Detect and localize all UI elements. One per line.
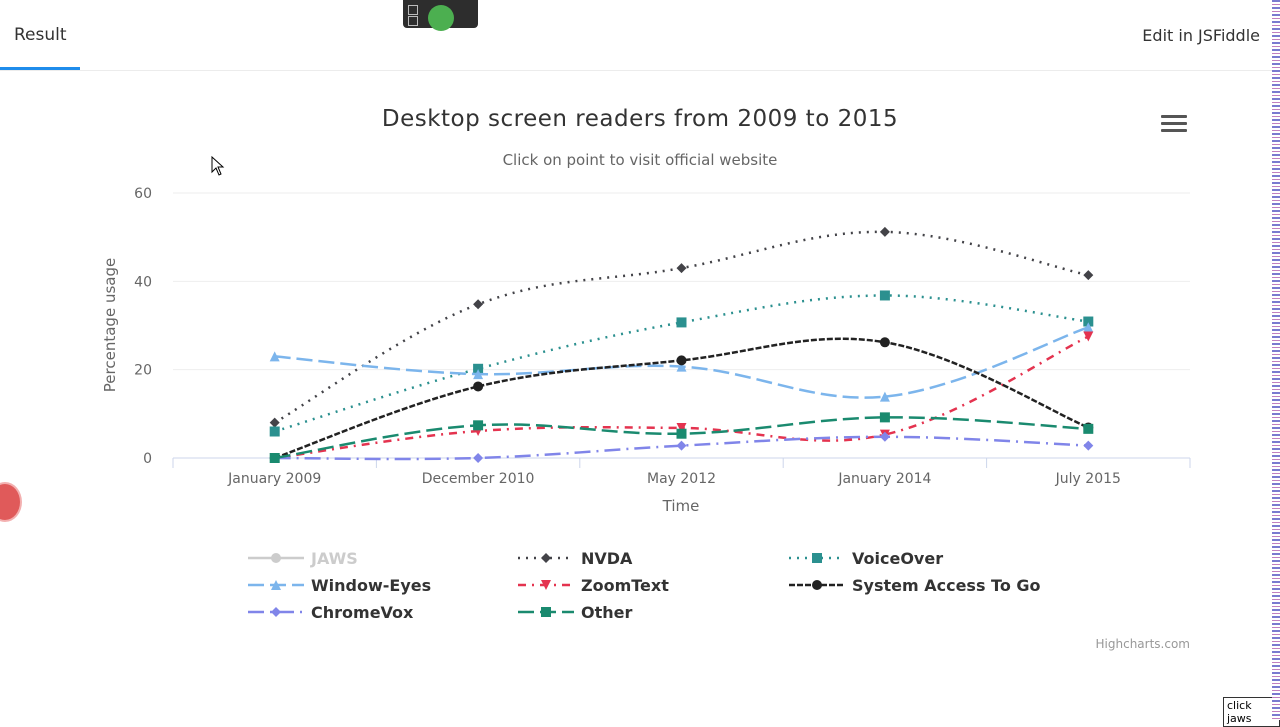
legend-label: ZoomText — [581, 576, 669, 595]
legend-marker-symbol — [541, 607, 551, 617]
x-tick-label: December 2010 — [422, 471, 535, 487]
legend-item-voiceover[interactable]: VoiceOver — [789, 549, 943, 568]
edit-in-jsfiddle-link[interactable]: Edit in JSFiddle — [1142, 26, 1260, 45]
data-point[interactable] — [1083, 270, 1094, 281]
legend-item-jaws[interactable]: JAWS — [248, 549, 358, 568]
legend-marker-symbol — [541, 553, 551, 563]
series-window-eyes — [269, 322, 1094, 402]
gridlines — [172, 192, 1191, 468]
data-point[interactable] — [1083, 423, 1094, 434]
x-tick-label: January 2009 — [227, 471, 321, 487]
recording-widget[interactable] — [403, 0, 478, 31]
data-point[interactable] — [473, 299, 484, 310]
legend-label: NVDA — [581, 549, 633, 568]
legend-label: System Access To Go — [852, 576, 1041, 595]
legend-item-zoomtext[interactable]: ZoomText — [518, 576, 669, 595]
chart-title: Desktop screen readers from 2009 to 2015 — [382, 106, 898, 132]
y-tick-label: 20 — [134, 363, 152, 379]
legend-label: VoiceOver — [852, 549, 943, 568]
legend-label: Window-Eyes — [311, 576, 431, 595]
x-tick-label: July 2015 — [1055, 471, 1121, 487]
legend-marker-symbol — [541, 580, 551, 590]
chart-subtitle[interactable]: Click on point to visit official website — [503, 151, 778, 169]
data-point[interactable] — [676, 317, 687, 328]
legend-marker-symbol — [271, 553, 281, 563]
data-point[interactable] — [676, 440, 687, 451]
legend-item-nvda[interactable]: NVDA — [518, 549, 633, 568]
data-point[interactable] — [269, 453, 280, 463]
y-tick-label: 60 — [134, 186, 152, 202]
data-point[interactable] — [879, 337, 890, 348]
data-point[interactable] — [676, 361, 687, 372]
x-tick-label: May 2012 — [647, 471, 716, 487]
tab-result[interactable]: Result — [0, 0, 80, 70]
credits-link[interactable]: Highcharts.com — [1096, 637, 1190, 651]
legend-marker-symbol — [812, 580, 822, 590]
data-point[interactable] — [1083, 440, 1094, 451]
series-chromevox — [269, 431, 1094, 463]
data-point[interactable] — [473, 420, 484, 431]
hamburger-menu-icon[interactable] — [1161, 115, 1187, 132]
side-decoration — [1272, 0, 1280, 720]
series-line — [274, 435, 1089, 461]
data-point[interactable] — [676, 263, 687, 274]
data-point[interactable] — [269, 417, 280, 428]
data-point[interactable] — [879, 226, 890, 237]
legend-marker-symbol — [271, 607, 281, 617]
data-point[interactable] — [879, 412, 890, 423]
microphone-icon[interactable] — [428, 5, 454, 31]
data-point[interactable] — [676, 422, 687, 433]
x-axis-label: Time — [662, 497, 700, 515]
y-tick-label: 40 — [134, 274, 152, 290]
data-point[interactable] — [879, 431, 890, 442]
legend-label: ChromeVox — [311, 603, 414, 622]
active-tab-indicator — [0, 67, 80, 70]
series-nvda — [269, 226, 1094, 428]
data-point[interactable] — [473, 453, 484, 463]
top-bar: Result Edit in JSFiddle — [0, 0, 1272, 71]
x-tick-label: January 2014 — [837, 471, 931, 487]
data-point[interactable] — [879, 290, 890, 301]
legend-marker-symbol — [812, 553, 822, 563]
data-point[interactable] — [879, 391, 890, 402]
data-point[interactable] — [473, 363, 484, 374]
legend-item-chromevox[interactable]: ChromeVox — [248, 603, 414, 622]
y-axis-label: Percentage usage — [101, 258, 119, 392]
y-tick-label: 0 — [143, 451, 152, 467]
series-voiceover — [269, 290, 1094, 437]
widget-square-icon — [408, 5, 418, 15]
data-point[interactable] — [1083, 331, 1094, 342]
data-point[interactable] — [1083, 316, 1094, 327]
legend-label: Other — [581, 603, 632, 622]
data-point[interactable] — [1083, 322, 1094, 333]
data-point[interactable] — [269, 351, 280, 362]
data-point[interactable] — [473, 381, 484, 392]
widget-square-icon — [408, 16, 418, 26]
series-group — [269, 226, 1094, 463]
legend-marker-symbol — [271, 580, 281, 590]
legend: JAWS NVDA VoiceOver Window-Eyes ZoomText Syst… — [248, 549, 1041, 622]
mouse-cursor-icon — [211, 156, 225, 176]
legend-item-other[interactable]: Other — [518, 603, 632, 622]
x-axis-ticks: January 2009 December 2010 May 2012 January… — [227, 471, 1121, 487]
tab-result-label: Result — [14, 25, 67, 45]
y-axis-ticks: 0 20 40 60 — [134, 186, 152, 467]
series-line — [274, 335, 1089, 460]
legend-item-system-access-to-go[interactable]: System Access To Go — [789, 576, 1041, 595]
data-point[interactable] — [473, 369, 484, 380]
legend-label: JAWS — [310, 549, 358, 568]
data-point[interactable] — [269, 426, 280, 437]
data-point[interactable] — [676, 428, 687, 439]
series-other — [269, 412, 1094, 463]
legend-item-window-eyes[interactable]: Window-Eyes — [248, 576, 431, 595]
data-point[interactable] — [676, 355, 687, 366]
